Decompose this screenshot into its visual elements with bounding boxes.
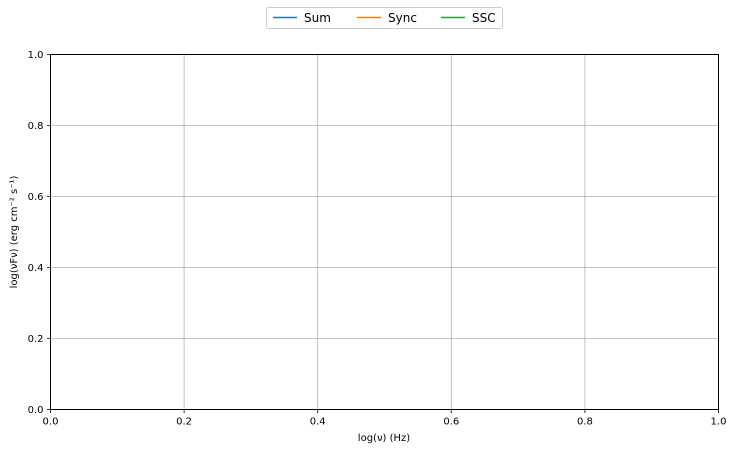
- legend: Sum Sync SSC: [266, 7, 503, 29]
- y-tick-label: 0.2: [28, 334, 44, 345]
- x-tick-label: 0.0: [43, 417, 59, 428]
- x-tick-label: 0.4: [310, 417, 326, 428]
- y-tick-label: 0.8: [28, 121, 44, 132]
- x-tick-label: 0.2: [176, 417, 192, 428]
- legend-item-sync: Sync: [357, 11, 417, 25]
- plot-frame: [50, 54, 719, 410]
- x-tick-label: 0.8: [577, 417, 593, 428]
- y-tick-label: 1.0: [28, 50, 44, 61]
- legend-label: Sum: [304, 11, 331, 25]
- y-tick-label: 0.4: [28, 263, 44, 274]
- y-axis-label: log(νFν) (erg cm⁻² s⁻¹): [9, 176, 20, 289]
- legend-item-ssc: SSC: [441, 11, 496, 25]
- plot-area: 0.0 0.2 0.4 0.6 0.8 1.0 0.0 0.2 0.4 0.6 0.8 1.0: [28, 50, 727, 428]
- legend-label: Sync: [388, 11, 417, 25]
- x-axis-label: log(ν) (Hz): [358, 433, 410, 444]
- x-tick-label: 1.0: [711, 417, 727, 428]
- legend-box: [266, 7, 503, 29]
- x-axis: 0.0 0.2 0.4 0.6 0.8 1.0: [43, 409, 727, 428]
- y-tick-label: 0.6: [28, 192, 44, 203]
- y-axis: 0.0 0.2 0.4 0.6 0.8 1.0: [28, 50, 51, 416]
- grid: [50, 54, 719, 410]
- legend-item-sum: Sum: [273, 11, 331, 25]
- x-tick-label: 0.6: [443, 417, 459, 428]
- legend-label: SSC: [472, 11, 496, 25]
- y-tick-label: 0.0: [28, 405, 44, 416]
